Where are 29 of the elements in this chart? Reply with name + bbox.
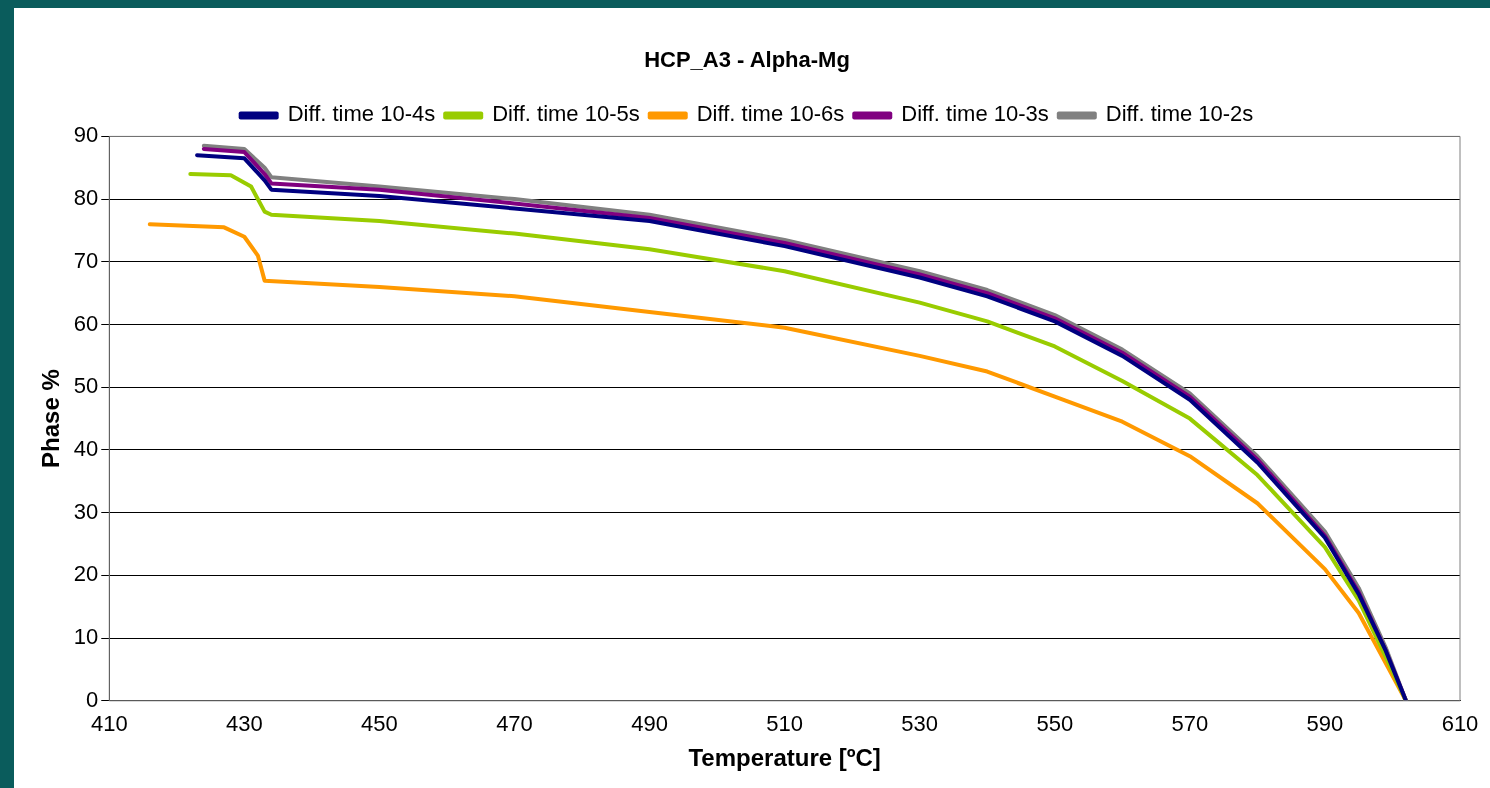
x-tick-label: 550 <box>1036 711 1074 737</box>
y-tick-label: 10 <box>73 624 99 650</box>
x-tick-label: 450 <box>361 711 398 737</box>
x-tick-label: 590 <box>1306 711 1344 737</box>
legend-label: Diff. time 10-5s <box>492 101 640 127</box>
x-tick-label: 570 <box>1171 711 1209 737</box>
legend-label: Diff. time 10-3s <box>901 101 1049 127</box>
x-tick-label: 430 <box>225 711 263 737</box>
y-tick-label: 80 <box>73 185 99 211</box>
x-tick-label: 410 <box>90 711 128 737</box>
legend-label: Diff. time 10-2s <box>1105 101 1254 127</box>
x-tick-label: 530 <box>901 711 939 737</box>
legend-label: Diff. time 10-6s <box>696 101 845 127</box>
y-tick-label: 50 <box>73 373 99 399</box>
x-tick-label: 510 <box>766 711 803 737</box>
chart-title: HCP_A3 - Alpha-Mg <box>644 47 850 73</box>
y-tick-label: 20 <box>73 561 99 587</box>
x-tick-label: 470 <box>496 711 533 737</box>
x-tick-label: 490 <box>631 711 668 737</box>
x-tick-label: 610 <box>1441 711 1479 737</box>
y-tick-label: 40 <box>73 436 99 462</box>
legend-label: Diff. time 10-4s <box>287 101 436 127</box>
y-tick-label: 0 <box>86 686 99 712</box>
y-tick-label: 70 <box>73 247 99 273</box>
y-tick-label: 30 <box>73 498 99 524</box>
y-axis-title: Phase % <box>37 369 65 468</box>
y-tick-label: 90 <box>73 122 99 148</box>
x-axis-title: Temperature [ºC] <box>688 744 881 772</box>
y-tick-label: 60 <box>73 310 99 336</box>
